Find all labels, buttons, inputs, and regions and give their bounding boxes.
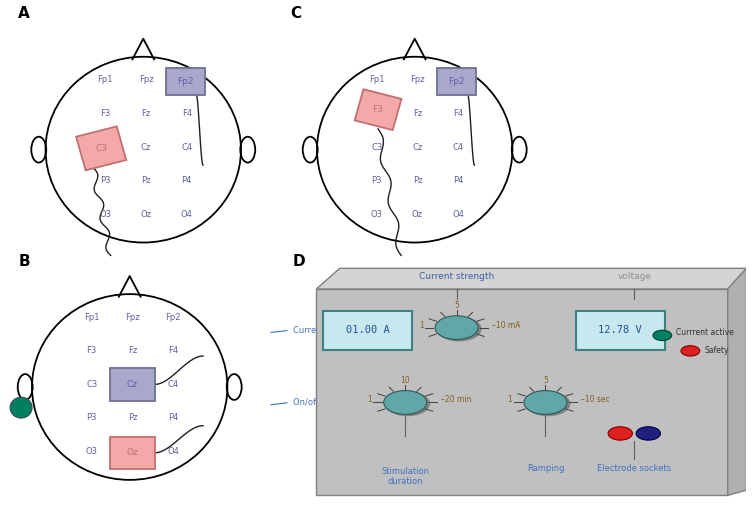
Circle shape [526,391,570,416]
Text: Fp2: Fp2 [165,313,181,322]
Text: D: D [293,254,305,269]
Text: –10 sec: –10 sec [581,395,609,405]
FancyBboxPatch shape [437,68,477,95]
Text: 10: 10 [400,376,410,385]
Text: P3: P3 [372,176,382,185]
Text: Cz: Cz [412,142,422,152]
Circle shape [636,427,661,440]
Text: Current strength: Current strength [293,326,363,335]
Circle shape [608,427,633,440]
Text: C3: C3 [95,144,107,153]
Text: O4: O4 [452,209,464,219]
Text: –10 mA: –10 mA [492,320,521,330]
FancyBboxPatch shape [576,311,665,350]
Text: Fp2: Fp2 [450,75,466,85]
Text: Fpz: Fpz [139,75,153,85]
Text: Fp2: Fp2 [177,77,194,86]
Text: Current strength: Current strength [419,271,495,281]
Text: Cz: Cz [127,380,137,389]
Text: Cz: Cz [141,142,151,152]
Text: Electrode sockets: Electrode sockets [597,464,671,473]
Text: C3: C3 [100,142,111,152]
Text: P4: P4 [168,413,178,423]
FancyBboxPatch shape [76,126,126,170]
Circle shape [385,391,430,416]
Text: A: A [18,6,30,21]
Text: Fp1: Fp1 [97,75,113,85]
Text: voltage: voltage [618,271,651,281]
Text: Fpz: Fpz [125,313,139,322]
FancyBboxPatch shape [110,437,155,469]
Text: P3: P3 [100,176,111,185]
Circle shape [653,330,672,341]
Text: F3: F3 [87,346,97,356]
Text: 1: 1 [418,320,424,330]
Text: Fp1: Fp1 [84,313,100,322]
Text: Pz: Pz [141,176,151,185]
FancyBboxPatch shape [323,311,412,350]
Text: O4: O4 [181,209,192,219]
Text: 01.00 A: 01.00 A [346,325,390,335]
Text: Fpz: Fpz [410,75,425,85]
Text: 5: 5 [543,376,548,385]
FancyBboxPatch shape [110,368,155,400]
Text: Fp2: Fp2 [449,77,465,86]
FancyBboxPatch shape [317,289,728,495]
Text: F3: F3 [372,105,384,114]
Text: C3: C3 [86,380,97,389]
Text: –20 min: –20 min [441,395,471,405]
Text: Currrent active: Currrent active [676,328,734,337]
Text: C: C [290,6,301,21]
Text: Fp2: Fp2 [179,75,195,85]
Text: O3: O3 [100,209,112,219]
Text: Fz: Fz [141,109,151,118]
Text: 1: 1 [507,395,512,405]
Text: C4: C4 [181,142,192,152]
Polygon shape [728,268,746,495]
Text: Oz: Oz [127,447,138,456]
Text: C3: C3 [371,142,382,152]
Text: 12.78 V: 12.78 V [599,325,642,335]
Text: 5: 5 [454,301,459,310]
FancyBboxPatch shape [354,89,401,130]
Text: Fz: Fz [412,109,422,118]
Text: C4: C4 [167,380,179,389]
Text: F3: F3 [100,109,110,118]
Text: Cz: Cz [127,380,138,389]
Text: F3: F3 [372,109,382,118]
Circle shape [437,316,482,342]
Text: Pz: Pz [412,176,422,185]
Text: F4: F4 [168,346,178,356]
Text: Oz: Oz [127,448,138,457]
Text: F4: F4 [453,109,463,118]
Text: Oz: Oz [140,209,152,219]
Text: O3: O3 [371,209,383,219]
Text: On/off switch: On/off switch [293,398,348,407]
Circle shape [435,316,478,340]
Text: P4: P4 [182,176,192,185]
Circle shape [11,397,32,418]
Text: Pz: Pz [127,413,137,423]
Text: Ramping: Ramping [527,464,564,473]
Text: Oz: Oz [412,209,423,219]
Text: P4: P4 [453,176,463,185]
Text: 1: 1 [367,395,372,405]
Text: C4: C4 [452,142,464,152]
Circle shape [384,391,427,414]
Text: B: B [18,254,30,269]
Text: Safety: Safety [704,346,729,356]
Text: O3: O3 [86,447,98,456]
FancyBboxPatch shape [166,68,205,95]
Text: P3: P3 [87,413,97,423]
Polygon shape [317,268,746,289]
Text: O4: O4 [167,447,179,456]
Text: F4: F4 [182,109,192,118]
Text: Fz: Fz [127,346,137,356]
Text: Stimulation
duration: Stimulation duration [382,467,429,487]
Text: Fp1: Fp1 [369,75,385,85]
Circle shape [681,346,700,356]
Circle shape [524,391,567,414]
